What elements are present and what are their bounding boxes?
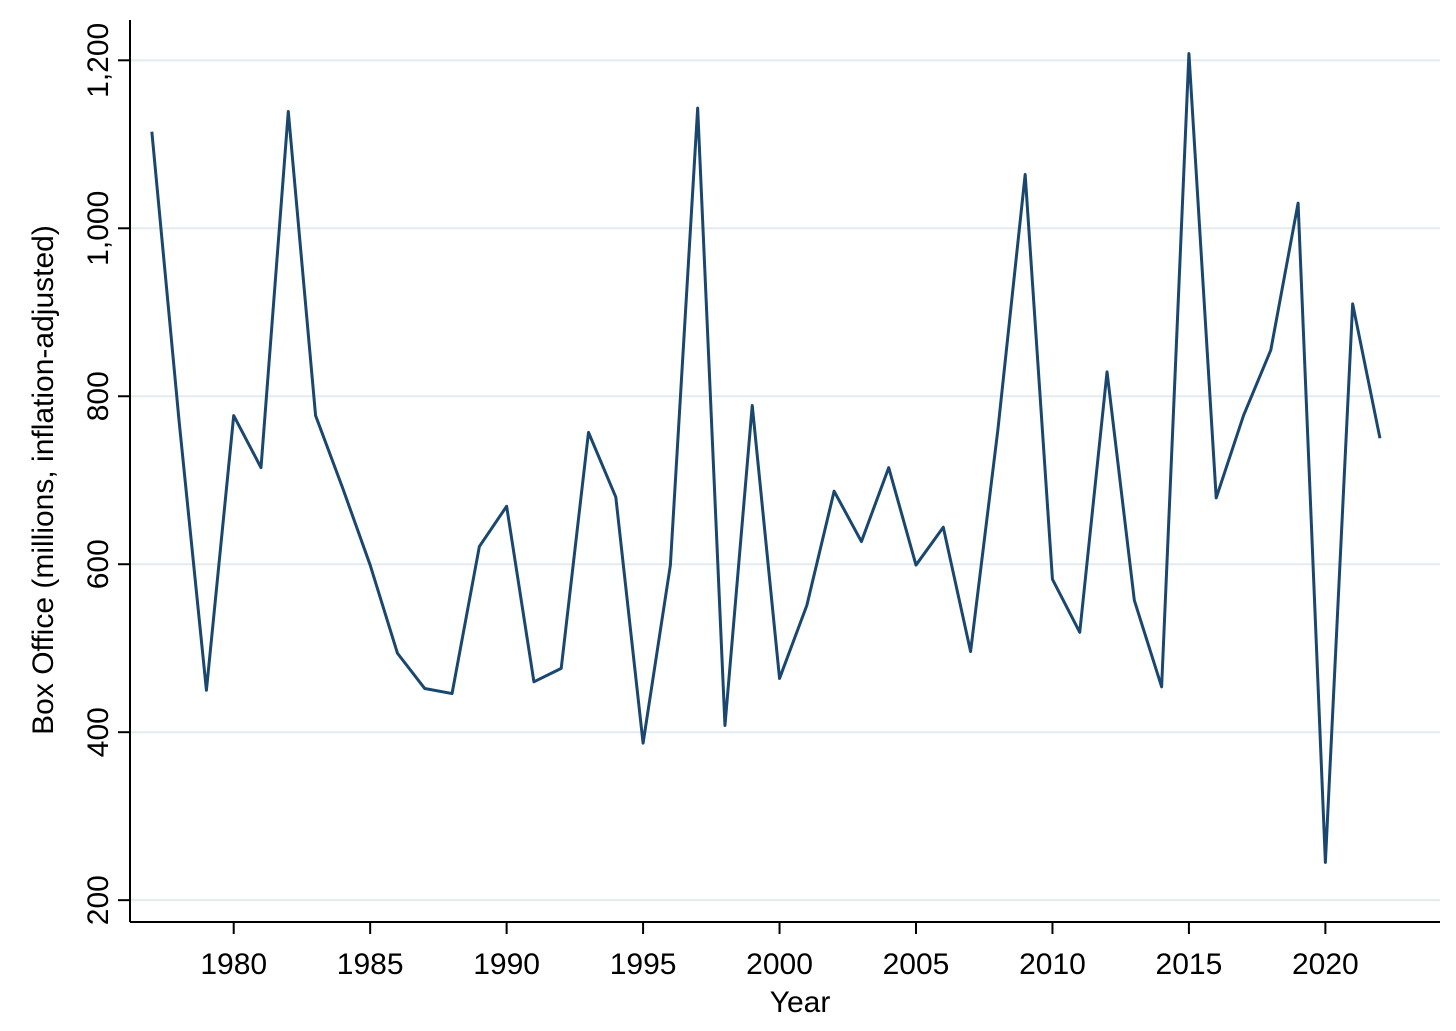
y-tick-label: 200 (82, 875, 115, 925)
x-tick-label: 1990 (473, 948, 540, 981)
y-tick-label: 800 (82, 371, 115, 421)
x-axis-label: Year (770, 986, 831, 1019)
x-tick-label: 1995 (610, 948, 677, 981)
x-tick-label: 2015 (1156, 948, 1223, 981)
y-tick-label: 600 (82, 539, 115, 589)
x-tick-label: 2010 (1019, 948, 1086, 981)
x-tick-label: 2000 (746, 948, 813, 981)
y-axis-label: Box Office (millions, inflation-adjusted… (27, 225, 60, 735)
x-tick-label: 2020 (1292, 948, 1359, 981)
x-tick-label: 2005 (883, 948, 950, 981)
x-tick-label: 1980 (200, 948, 267, 981)
y-tick-label: 400 (82, 707, 115, 757)
x-tick-label: 1985 (337, 948, 404, 981)
y-tick-label: 1,200 (82, 23, 115, 98)
line-series (150, 52, 1382, 864)
y-tick-label: 1,000 (82, 191, 115, 266)
